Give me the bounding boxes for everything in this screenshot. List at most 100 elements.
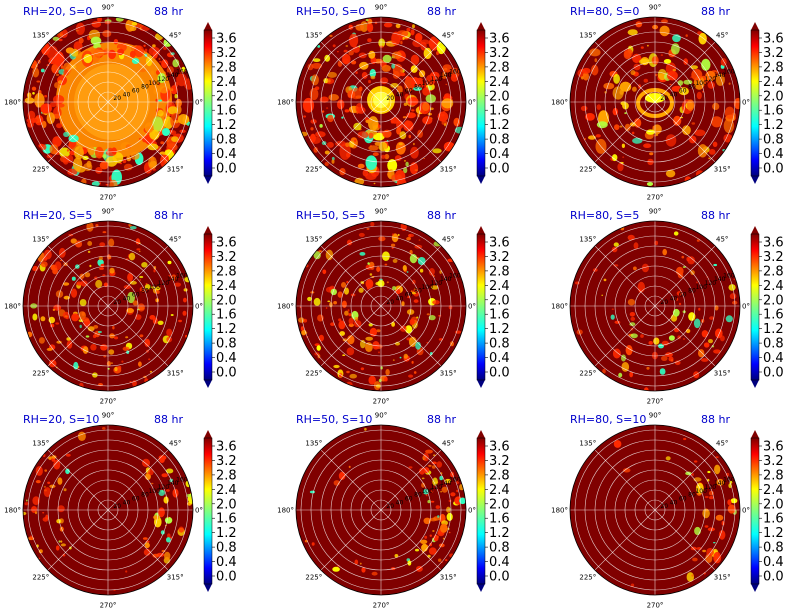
- colorbar-tick-label: 2.8: [763, 468, 784, 483]
- heatmap-cell: [431, 461, 437, 465]
- heatmap-cell: [419, 268, 424, 273]
- heatmap-cell: [417, 257, 426, 265]
- heatmap-cell: [102, 231, 107, 234]
- heatmap-cell: [57, 80, 63, 84]
- heatmap-cell: [365, 155, 378, 170]
- heatmap-cell: [408, 374, 414, 378]
- colorbar-tick-label: 1.2: [216, 118, 237, 133]
- heatmap-cell: [349, 33, 359, 48]
- heatmap-cell: [326, 141, 334, 148]
- heatmap-cell: [629, 371, 634, 378]
- heatmap-cell: [704, 495, 709, 499]
- radial-tick-label: 80: [414, 84, 422, 91]
- heatmap-cell: [424, 535, 428, 539]
- heatmap-cell: [151, 286, 155, 289]
- angular-gridline: [320, 41, 382, 103]
- polar-grid: [296, 17, 466, 187]
- heatmap-cell: [132, 300, 139, 306]
- heatmap-cell: [63, 131, 70, 137]
- heatmap-cell: [698, 307, 701, 311]
- heatmap-cell: [659, 25, 670, 37]
- heatmap-cell: [324, 162, 329, 166]
- heatmap-cell: [412, 24, 415, 29]
- panel-title: RH=80, S=10: [570, 413, 646, 426]
- heatmap-cell: [618, 372, 623, 378]
- heatmap-cell: [129, 280, 137, 285]
- heatmap-cell: [391, 51, 402, 59]
- theta-tick-label: 90°: [375, 412, 387, 420]
- theta-tick-label: 180°: [4, 507, 21, 515]
- radial-tick-label: 60: [405, 292, 413, 299]
- radial-tick-label: 160: [449, 68, 461, 75]
- colorbar-tick-label: 2.0: [216, 89, 237, 104]
- heatmap-cell: [345, 142, 350, 147]
- colorbar-extend-min: [751, 176, 759, 184]
- heatmap-cell: [95, 279, 103, 289]
- heatmap-cell: [380, 154, 386, 159]
- polar-outline: [295, 16, 467, 188]
- heatmap-cell: [688, 312, 696, 321]
- heatmap-cell: [613, 242, 619, 247]
- heatmap-cell: [157, 73, 166, 83]
- heatmap-cell: [627, 298, 636, 306]
- polar-outline: [569, 220, 741, 392]
- heatmap-cell: [346, 370, 350, 374]
- colorbar-tick-label: 2.0: [489, 89, 510, 104]
- heatmap-cell: [56, 123, 63, 129]
- heatmap-cell: [676, 266, 684, 276]
- radial-tick-label: 100: [695, 284, 707, 291]
- theta-tick-label: 270°: [373, 194, 390, 202]
- colorbar-extend-max: [751, 226, 759, 234]
- colorbar: 3.63.22.82.42.01.61.20.80.40.0: [750, 22, 784, 184]
- angular-gridline: [107, 101, 169, 163]
- colorbar-tick-label: 0.0: [216, 366, 237, 381]
- heatmap-cell: [175, 98, 182, 108]
- colorbar-fill: [751, 438, 759, 584]
- heatmap-cell: [414, 169, 418, 172]
- theta-tick-label: 315°: [167, 370, 184, 378]
- heatmap-cell: [368, 116, 379, 131]
- heatmap-cell: [299, 131, 308, 137]
- heatmap-cell: [383, 22, 393, 28]
- theta-tick-label: 315°: [440, 166, 457, 174]
- radial-tick-label: 120: [431, 280, 443, 287]
- heatmap-cell: [343, 49, 348, 53]
- heatmap-cell: [428, 547, 437, 555]
- heatmap-cell: [629, 312, 636, 317]
- colorbar-tick-label: 0.4: [763, 147, 784, 162]
- heatmap-cell: [24, 97, 35, 104]
- colorbar-fill: [477, 438, 485, 584]
- colorbar-tick-label: 3.2: [216, 46, 237, 61]
- heatmap-cell: [432, 530, 435, 532]
- colorbar: 3.63.22.82.42.01.61.20.80.40.0: [203, 430, 237, 592]
- theta-tick-label: 315°: [167, 574, 184, 582]
- heatmap-cell: [337, 291, 343, 298]
- theta-tick-label: 45°: [169, 235, 181, 243]
- heatmap-cell: [391, 31, 401, 46]
- heatmap-cell: [386, 139, 389, 142]
- heatmap-cell: [329, 34, 333, 38]
- heatmap-cell: [453, 117, 461, 127]
- heatmap-cell: [36, 80, 41, 83]
- panel-time-label: 88 hr: [154, 413, 183, 426]
- heatmap-cell: [170, 85, 178, 95]
- panel-time-label: 88 hr: [701, 209, 730, 222]
- heatmap-cell: [87, 250, 91, 253]
- heatmap-cell: [438, 558, 442, 562]
- heatmap-cell: [44, 469, 47, 472]
- theta-tick-label: 90°: [102, 208, 114, 216]
- radial-tick-label: 80: [688, 288, 696, 295]
- heatmap-cell: [708, 490, 714, 496]
- heatmap-cell: [410, 29, 415, 36]
- polar-outline: [22, 424, 194, 596]
- heatmap-cell: [348, 317, 354, 325]
- heatmap-cell: [431, 465, 436, 469]
- radial-tick-label: 140: [714, 276, 726, 283]
- heatmap-cell: [354, 139, 357, 142]
- colorbar-tick-label: 3.2: [489, 454, 510, 469]
- heatmap-cell: [338, 471, 346, 480]
- polar-grid: [23, 221, 193, 391]
- heatmap-cell: [310, 127, 314, 131]
- heatmap-cell: [62, 157, 69, 165]
- heatmap-cell: [98, 256, 103, 261]
